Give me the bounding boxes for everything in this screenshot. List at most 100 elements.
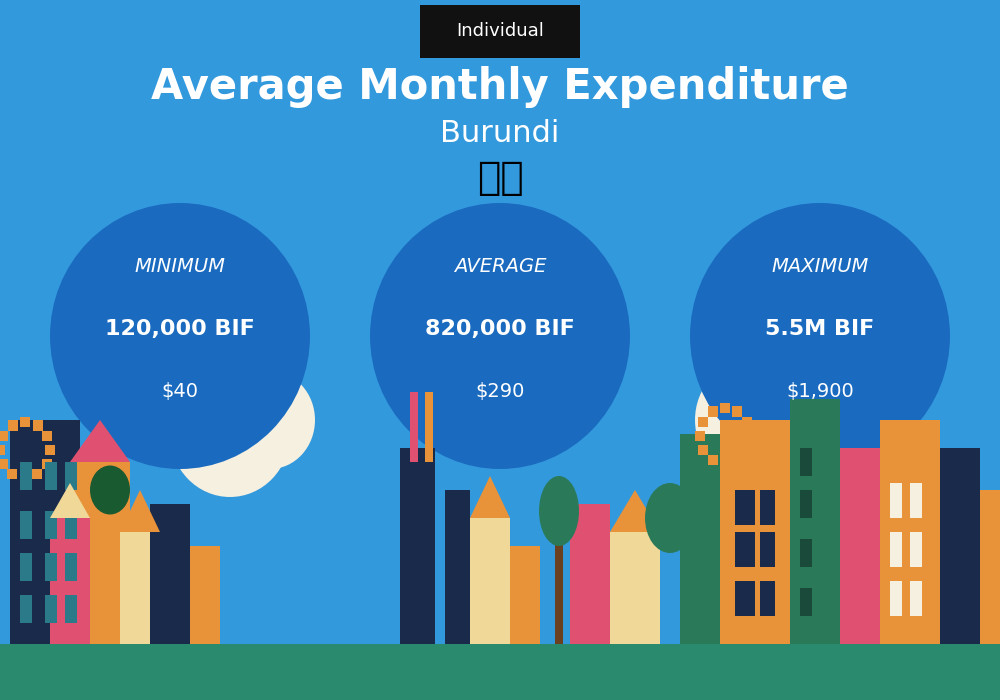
Ellipse shape: [645, 483, 695, 553]
Bar: [720, 402, 730, 413]
Bar: [32, 469, 42, 480]
Bar: [20, 473, 30, 483]
Bar: [425, 392, 433, 462]
Bar: [790, 399, 840, 644]
Bar: [70, 462, 130, 644]
Bar: [910, 532, 922, 567]
Bar: [840, 448, 880, 644]
Bar: [555, 532, 563, 644]
Bar: [880, 420, 940, 644]
Ellipse shape: [735, 389, 825, 480]
Bar: [65, 462, 77, 490]
Bar: [742, 444, 752, 455]
Bar: [470, 518, 510, 644]
Bar: [400, 448, 435, 644]
Ellipse shape: [690, 203, 950, 469]
Polygon shape: [120, 490, 160, 532]
Polygon shape: [610, 490, 660, 532]
Bar: [0, 458, 8, 469]
Bar: [760, 490, 775, 525]
Bar: [65, 595, 77, 623]
Text: Burundi: Burundi: [440, 118, 560, 148]
Bar: [695, 430, 705, 441]
Text: $290: $290: [475, 382, 525, 401]
Bar: [10, 420, 80, 644]
Bar: [0, 644, 1000, 700]
Bar: [42, 430, 52, 441]
Bar: [150, 504, 190, 644]
Bar: [570, 504, 610, 644]
Bar: [890, 532, 902, 567]
Ellipse shape: [695, 360, 805, 480]
Bar: [760, 581, 775, 616]
Bar: [20, 595, 32, 623]
Bar: [0, 444, 5, 455]
Text: 5.5M BIF: 5.5M BIF: [765, 319, 875, 339]
Bar: [45, 511, 57, 539]
Bar: [8, 420, 18, 430]
Bar: [910, 581, 922, 616]
Text: Average Monthly Expenditure: Average Monthly Expenditure: [151, 66, 849, 108]
Bar: [735, 532, 755, 567]
Text: MAXIMUM: MAXIMUM: [771, 258, 869, 277]
Ellipse shape: [50, 203, 310, 469]
Bar: [698, 416, 708, 427]
Polygon shape: [50, 483, 90, 518]
Bar: [745, 430, 755, 441]
Ellipse shape: [539, 476, 579, 546]
Bar: [445, 490, 470, 644]
Bar: [120, 532, 160, 644]
Bar: [735, 581, 755, 616]
Text: 820,000 BIF: 820,000 BIF: [425, 319, 575, 339]
Bar: [45, 595, 57, 623]
Bar: [708, 455, 718, 466]
Bar: [20, 416, 30, 427]
Bar: [7, 469, 17, 480]
Bar: [65, 553, 77, 581]
Text: AVERAGE: AVERAGE: [454, 258, 546, 277]
Bar: [720, 420, 790, 644]
Ellipse shape: [370, 203, 630, 469]
Text: $1,900: $1,900: [786, 382, 854, 401]
Bar: [0, 430, 8, 441]
Bar: [680, 434, 720, 644]
Polygon shape: [470, 476, 510, 518]
Bar: [20, 511, 32, 539]
Bar: [800, 490, 812, 518]
Bar: [800, 448, 812, 476]
Ellipse shape: [170, 371, 290, 497]
Text: 🇧🇮: 🇧🇮: [477, 160, 523, 197]
Bar: [890, 581, 902, 616]
Text: $40: $40: [162, 382, 198, 401]
Bar: [510, 546, 540, 644]
Bar: [45, 553, 57, 581]
Bar: [732, 455, 742, 466]
Bar: [980, 490, 1000, 644]
Bar: [42, 458, 52, 469]
Polygon shape: [70, 420, 130, 462]
Bar: [32, 420, 42, 430]
Bar: [698, 444, 708, 455]
Bar: [720, 458, 730, 469]
Bar: [732, 406, 742, 416]
Bar: [20, 462, 32, 490]
Ellipse shape: [90, 466, 130, 514]
Bar: [190, 546, 220, 644]
Bar: [742, 416, 752, 427]
Bar: [890, 483, 902, 518]
Text: MINIMUM: MINIMUM: [134, 258, 226, 277]
Bar: [45, 462, 57, 490]
Bar: [800, 588, 812, 616]
Bar: [735, 490, 755, 525]
Bar: [708, 406, 718, 416]
Bar: [50, 518, 90, 644]
Bar: [65, 511, 77, 539]
Bar: [20, 553, 32, 581]
Bar: [410, 392, 418, 462]
Bar: [45, 444, 55, 455]
Text: 120,000 BIF: 120,000 BIF: [105, 319, 255, 339]
Ellipse shape: [225, 371, 315, 469]
Bar: [760, 532, 775, 567]
Text: Individual: Individual: [456, 22, 544, 41]
Bar: [910, 483, 922, 518]
